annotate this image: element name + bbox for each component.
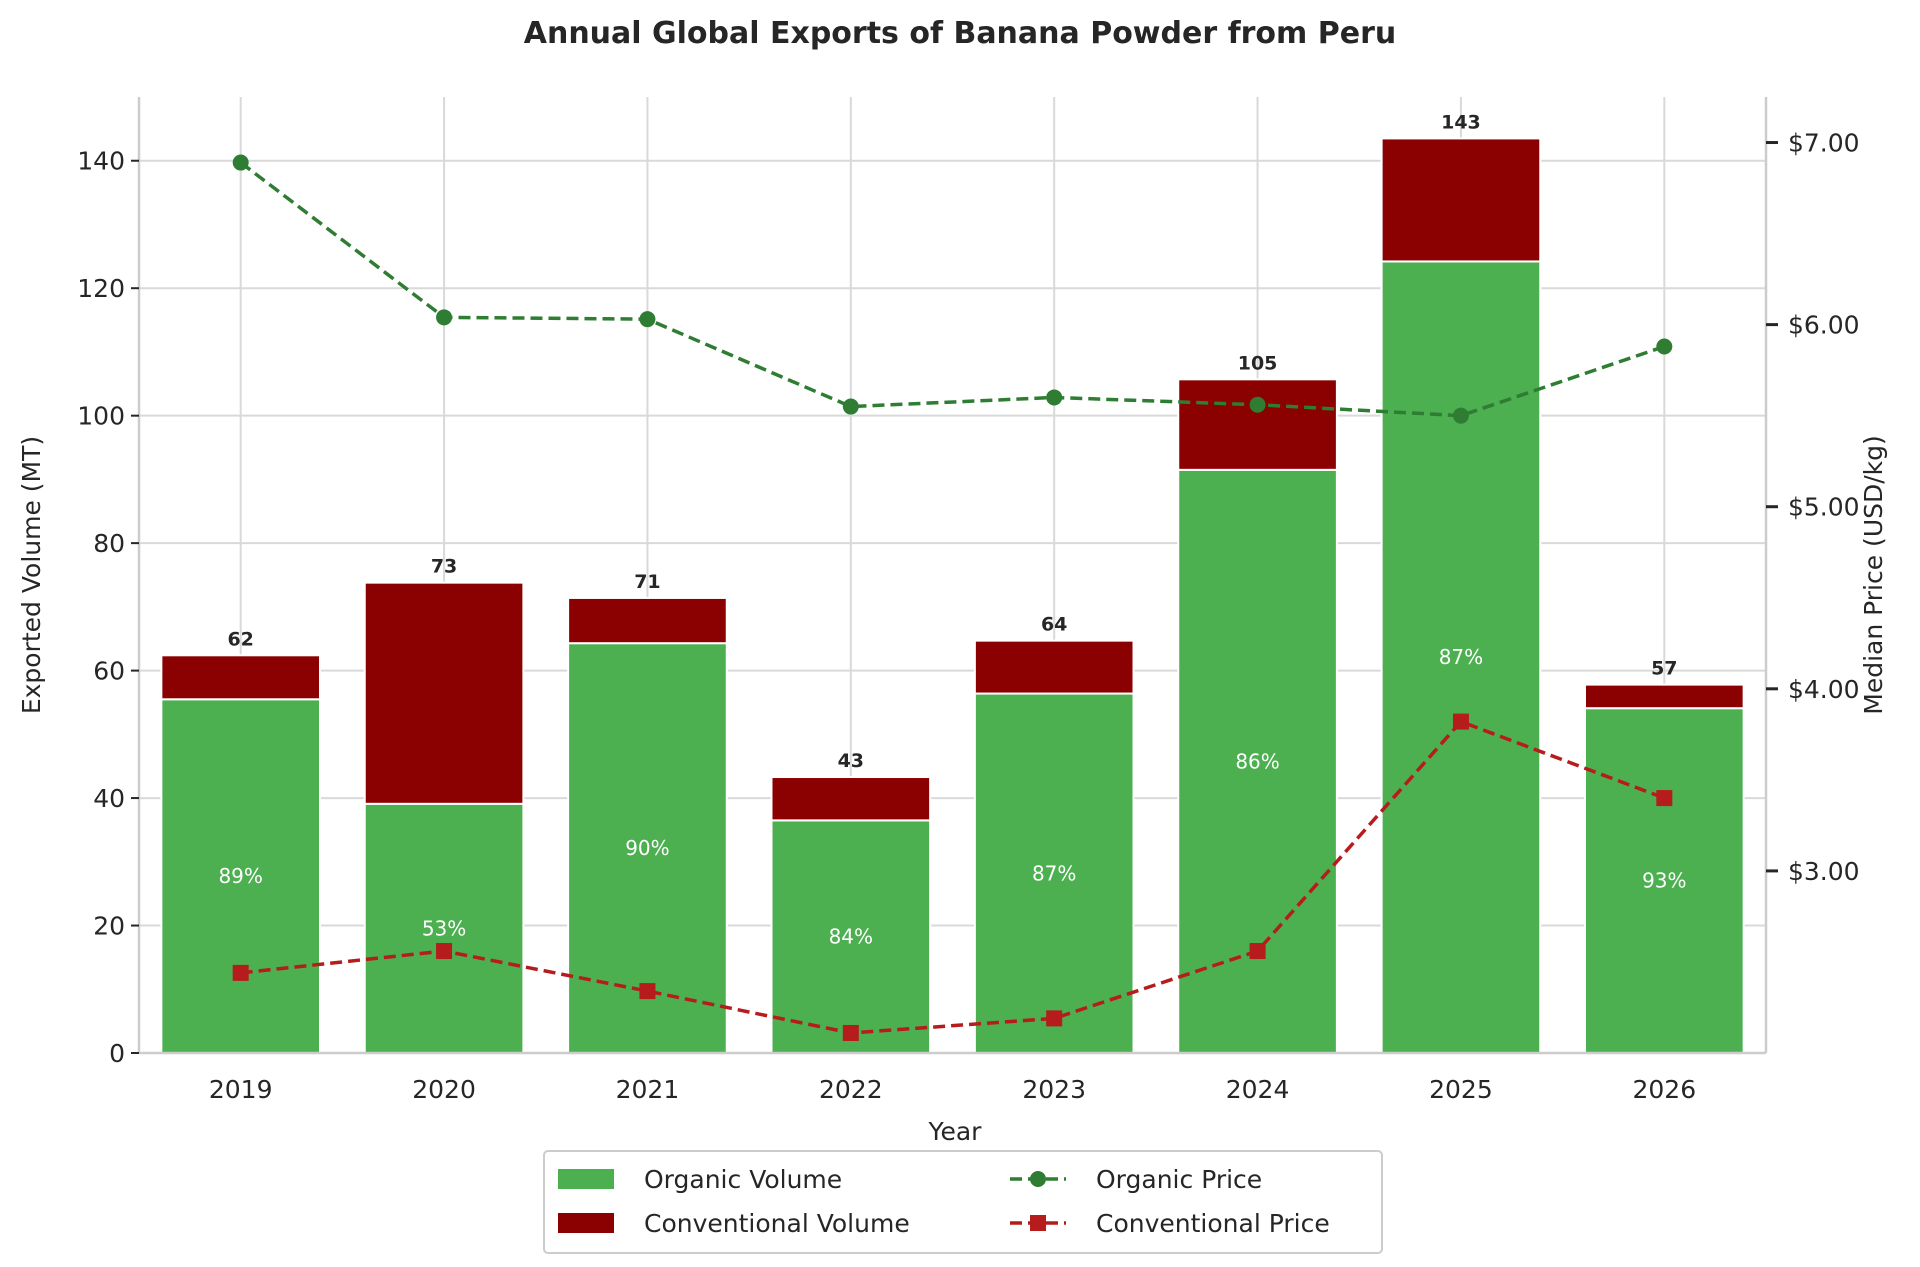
x-tick-label: 2022 — [819, 1075, 883, 1104]
legend-organic-volume-label: Organic Volume — [644, 1165, 842, 1194]
organic-price-point — [1046, 389, 1063, 406]
organic-price-point — [639, 311, 656, 328]
conventional-price-point — [1452, 713, 1469, 730]
y-tick-label: 100 — [77, 402, 125, 431]
data-labels: 62 73 71 43 64 105 143 57 89% 53% 90% 84% 87% 86% 87% 9… — [218, 111, 1686, 948]
legend: Organic Volume Conventional Volume Organic… — [543, 1150, 1383, 1254]
legend-conventional-price-label: Conventional Price — [1096, 1209, 1330, 1238]
bar-total-label: 43 — [838, 750, 864, 772]
organic-share-label: 86% — [1235, 749, 1279, 773]
organic-price-point — [1656, 338, 1673, 355]
conventional-volume-bar — [1380, 137, 1542, 263]
conventional-volume-bar — [1583, 683, 1745, 710]
y-tick-label: 20 — [93, 912, 125, 941]
x-tick-label: 2026 — [1633, 1075, 1697, 1104]
conventional-volume-bar — [770, 776, 932, 822]
x-axis-label: Year — [928, 1117, 983, 1146]
conventional-price-point — [1249, 943, 1266, 960]
y-tick-label: 80 — [93, 529, 125, 558]
x-tick-label: 2019 — [209, 1075, 273, 1104]
legend-organic-price-label: Organic Price — [1096, 1165, 1262, 1194]
organic-price-point — [1249, 396, 1266, 413]
y-tick-label: 140 — [77, 147, 125, 176]
organic-share-label: 87% — [1032, 861, 1076, 885]
conventional-price-point — [639, 983, 656, 1000]
conventional-price-point — [842, 1024, 859, 1041]
y2-tick-label: $4.00 — [1788, 675, 1860, 704]
axes: 0 20 40 60 80 100 120 140 $3.00 $4.00 $5.00 $6.00 $7… — [77, 97, 1860, 1104]
y-tick-label: 60 — [93, 657, 125, 686]
organic-price-point — [436, 309, 453, 326]
organic-share-label: 89% — [218, 864, 262, 888]
bars — [160, 137, 1745, 1055]
conventional-price-line — [240, 719, 1665, 1035]
y-tick-label: 120 — [77, 274, 125, 303]
legend-organic-price-marker — [1030, 1171, 1046, 1187]
y2-tick-label: $3.00 — [1788, 857, 1860, 886]
organic-share-label: 90% — [625, 836, 669, 860]
conventional-volume-bar — [567, 596, 728, 645]
y2-tick-label: $7.00 — [1788, 129, 1860, 158]
legend-conventional-volume-label: Conventional Volume — [644, 1209, 910, 1238]
bar-total-label: 62 — [227, 628, 253, 650]
x-tick-label: 2023 — [1022, 1075, 1086, 1104]
y2-tick-label: $6.00 — [1788, 311, 1860, 340]
organic-volume-bar — [770, 819, 932, 1055]
bar-total-label: 143 — [1441, 111, 1481, 133]
chart-title: Annual Global Exports of Banana Powder f… — [524, 16, 1396, 51]
x-tick-label: 2024 — [1226, 1075, 1290, 1104]
conventional-price-point — [1046, 1010, 1063, 1027]
organic-price-point — [1452, 407, 1469, 424]
organic-share-label: 87% — [1439, 645, 1483, 669]
bar-total-label: 64 — [1041, 614, 1067, 636]
bar-total-label: 57 — [1651, 658, 1677, 680]
x-tick-label: 2021 — [616, 1075, 680, 1104]
y-tick-label: 40 — [93, 784, 125, 813]
y2-tick-label: $5.00 — [1788, 493, 1860, 522]
conventional-price-point — [436, 943, 453, 960]
conventional-price-point — [1656, 790, 1673, 807]
conventional-volume-bar — [1177, 378, 1338, 471]
legend-conventional-volume-swatch — [558, 1213, 614, 1233]
organic-price-line — [239, 161, 1665, 418]
y-axis-label: Exported Volume (MT) — [17, 436, 46, 714]
x-tick-label: 2020 — [412, 1075, 476, 1104]
organic-price-point — [232, 154, 249, 171]
bar-total-label: 71 — [634, 571, 660, 593]
legend-conventional-price-marker — [1030, 1215, 1046, 1231]
price-lines — [232, 154, 1673, 1041]
organic-share-label: 84% — [829, 925, 873, 949]
bar-total-label: 105 — [1238, 352, 1278, 374]
y-tick-label: 0 — [109, 1039, 125, 1068]
legend-organic-volume-swatch — [558, 1169, 614, 1189]
bar-total-label: 73 — [431, 556, 457, 578]
organic-volume-bar — [1380, 260, 1542, 1054]
organic-share-label: 93% — [1642, 869, 1686, 893]
conventional-price-point — [232, 964, 249, 981]
organic-price-point — [842, 398, 859, 415]
y2-axis-label: Median Price (USD/kg) — [1859, 435, 1888, 715]
conventional-volume-bar — [973, 639, 1135, 695]
organic-volume-bar — [973, 692, 1135, 1054]
conventional-volume-bar — [160, 654, 322, 701]
x-tick-label: 2025 — [1429, 1075, 1493, 1104]
organic-volume-bar — [160, 698, 322, 1055]
conventional-volume-bar — [363, 581, 525, 805]
legend-box — [543, 1150, 1383, 1254]
organic-share-label: 53% — [422, 916, 466, 940]
